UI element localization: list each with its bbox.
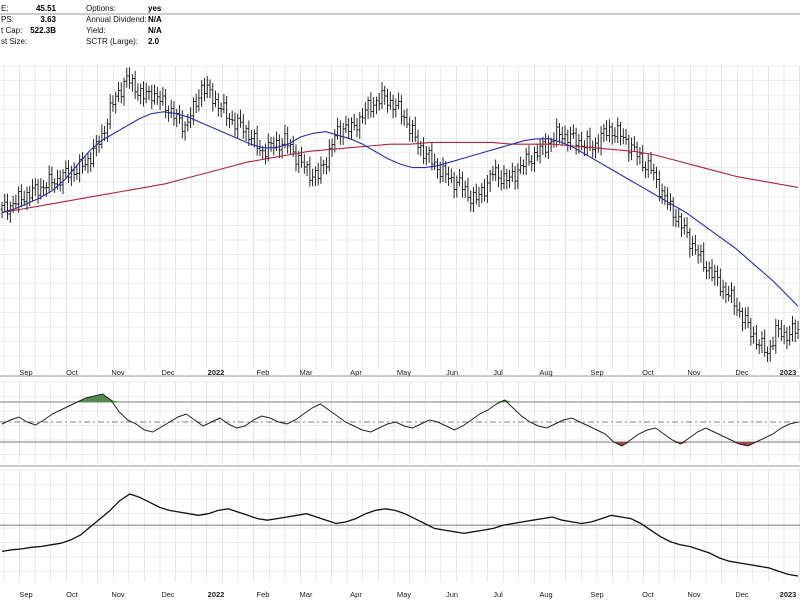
info-label-2: Options:: [86, 4, 116, 13]
price-x-ticks: Sep Oct Nov Dec 2022 Feb Mar Apr May Jun Jul Aug Sep…: [19, 368, 796, 377]
moving-average-fast-line: [1, 111, 799, 307]
info-value: 3.63: [40, 15, 56, 24]
info-label: PS:: [1, 15, 14, 24]
x-tick-label: Nov: [111, 590, 125, 599]
x-tick-label: Dec: [735, 590, 749, 599]
x-tick-label: May: [397, 368, 411, 377]
x-tick-label: Oct: [642, 368, 655, 377]
info-value-2: yes: [148, 4, 162, 13]
x-tick-label: Aug: [539, 368, 552, 377]
info-label-2: Yield:: [86, 26, 106, 35]
info-value: 522.3B: [30, 26, 56, 35]
x-tick-label: 2023: [780, 590, 797, 599]
x-tick-label: Jun: [446, 368, 458, 377]
x-tick-label: Jun: [446, 590, 458, 599]
fundamentals-info-box: E: 45.51 Options: yes PS: 3.63 Annual Di…: [1, 4, 162, 46]
x-tick-label: Nov: [687, 590, 701, 599]
x-tick-label: Jul: [493, 590, 503, 599]
x-tick-label: Mar: [300, 368, 313, 377]
info-value-2: 2.0: [148, 37, 160, 46]
info-label-2: Annual Dividend:: [86, 15, 146, 24]
x-tick-label: 2022: [208, 590, 225, 599]
x-tick-label: Apr: [350, 590, 362, 599]
x-tick-label: Oct: [66, 590, 79, 599]
chart-layers: Sep Oct Nov Dec 2022 Feb Mar Apr May Jun Jul Aug Sep…: [0, 13, 800, 599]
x-tick-label: Sep: [19, 368, 32, 377]
info-row: E: 45.51 Options: yes: [1, 4, 162, 13]
x-tick-label: Aug: [539, 590, 552, 599]
x-tick-label: Nov: [111, 368, 125, 377]
x-tick-label: Oct: [642, 590, 655, 599]
info-label-2: SCTR (Large):: [86, 37, 138, 46]
info-value: 45.51: [36, 4, 57, 13]
info-label: t Cap:: [1, 26, 22, 35]
x-tick-label: Mar: [300, 590, 313, 599]
x-tick-label: Feb: [257, 368, 270, 377]
info-value-2: N/A: [148, 15, 162, 24]
x-tick-label: Dec: [161, 368, 175, 377]
x-tick-label: Jul: [493, 368, 503, 377]
x-tick-label: Sep: [590, 368, 603, 377]
x-tick-label: Oct: [66, 368, 79, 377]
oscillator-line: [1, 393, 799, 447]
x-tick-label: May: [397, 590, 411, 599]
x-tick-label: Sep: [590, 590, 603, 599]
info-label: st Size:: [1, 37, 27, 46]
x-tick-label: Dec: [161, 590, 175, 599]
oscillator-fill: [85, 396, 95, 402]
x-tick-label: Nov: [687, 368, 701, 377]
x-tick-label: 2022: [208, 368, 225, 377]
info-row: t Cap: 522.3B Yield: N/A: [1, 26, 162, 35]
oscillator-fill: [110, 400, 120, 402]
price-grid: [0, 65, 800, 370]
x-tick-label: Sep: [19, 590, 32, 599]
x-tick-label: Dec: [735, 368, 749, 377]
x-tick-label: 2023: [780, 368, 797, 377]
info-label: E:: [1, 4, 9, 13]
rs-x-ticks: Sep Oct Nov Dec 2022 Feb Mar Apr May Jun Jul Aug Sep…: [19, 590, 796, 599]
relative-strength-line: [1, 493, 799, 577]
info-row: PS: 3.63 Annual Dividend: N/A: [1, 15, 162, 24]
info-value-2: N/A: [148, 26, 162, 35]
oscillator-grid: [0, 381, 800, 462]
x-tick-label: Apr: [350, 368, 362, 377]
price-bars: [0, 67, 800, 362]
moving-average-slow-line: [1, 141, 799, 214]
rs-grid: [0, 469, 800, 582]
x-tick-label: Feb: [257, 590, 270, 599]
info-row: st Size: SCTR (Large): 2.0: [1, 37, 160, 46]
